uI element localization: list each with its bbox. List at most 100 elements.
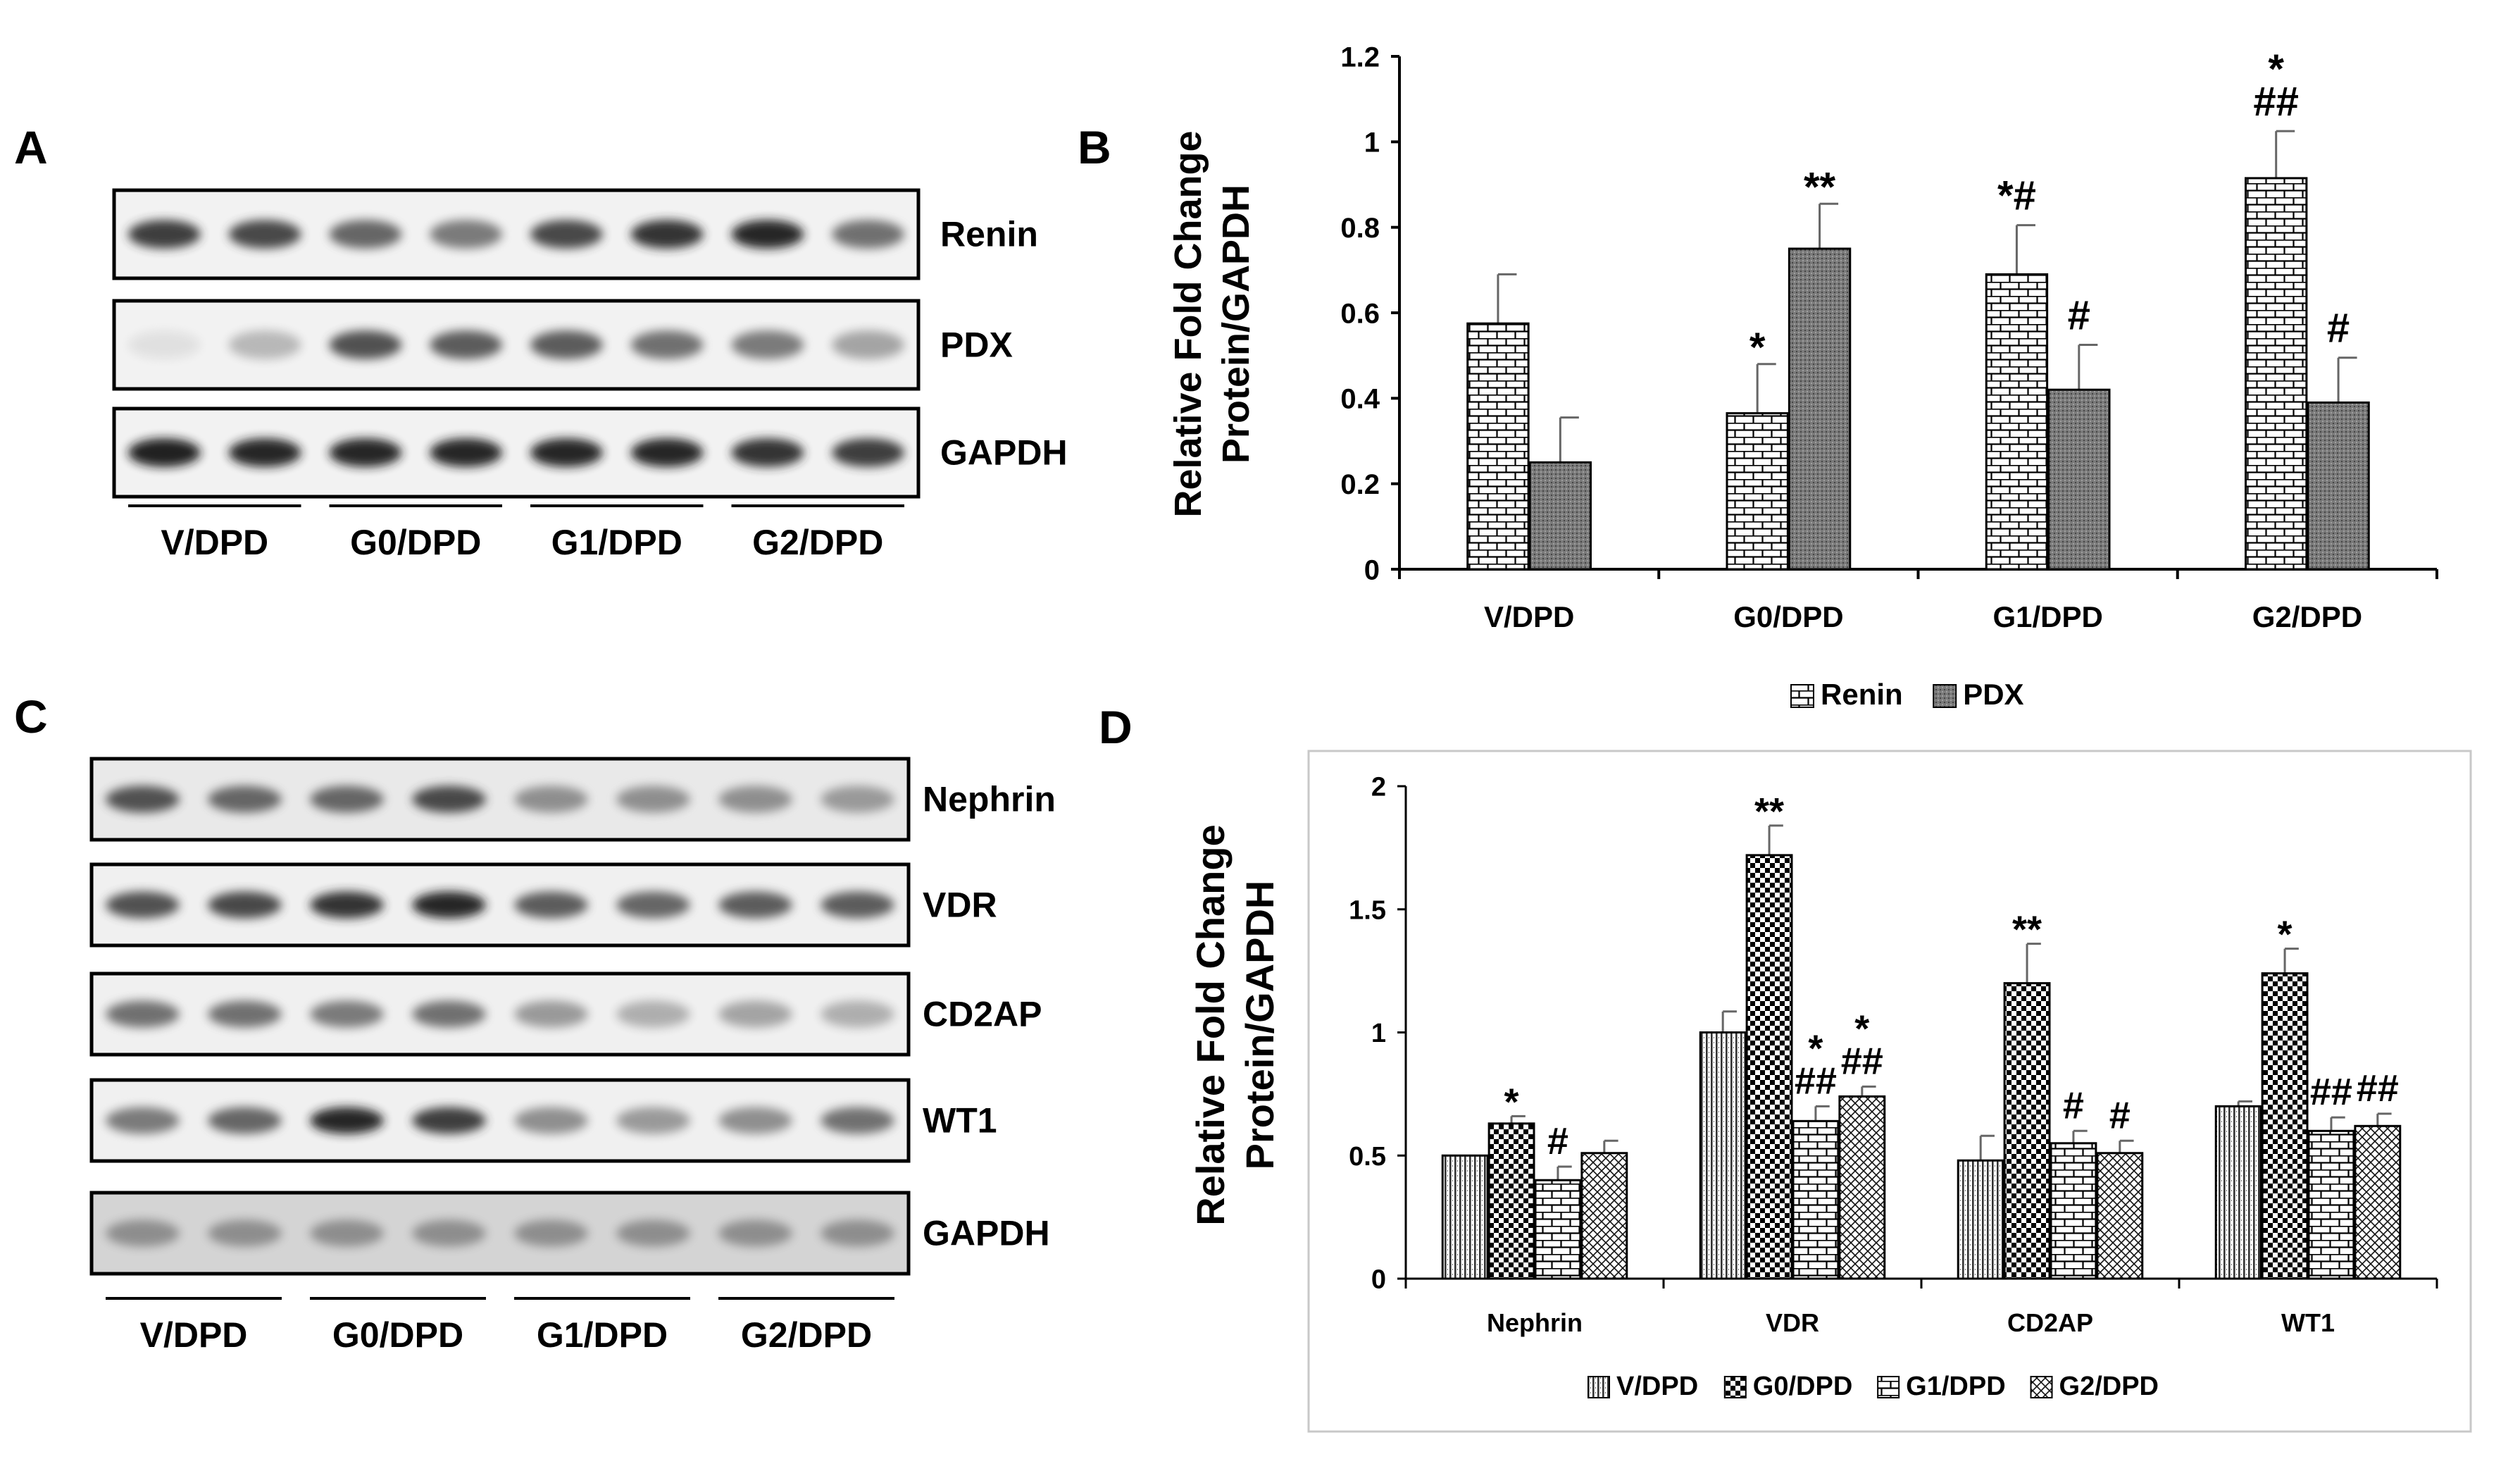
group-label: V/DPD [161,523,268,562]
blot-band [412,1107,486,1134]
bar [1528,461,1592,571]
blot-strip-wt1 [89,1078,911,1163]
blot-band [208,1000,282,1028]
blot-band [208,1107,282,1134]
blot-label-nephrin: Nephrin [923,780,1056,819]
blot-band [718,786,792,813]
blot-band [821,786,894,813]
x-tick-label: G1/DPD [1992,600,2102,633]
significance-mark: * [1808,1027,1823,1069]
group-label: G1/DPD [537,1315,668,1355]
significance-mark: # [2068,293,2090,339]
x-tick-label: WT1 [2281,1308,2335,1337]
bar [1580,1152,1628,1280]
blot-band [208,891,282,919]
blot-band [412,786,486,813]
blot-band [310,1000,384,1028]
panel-label-d: D [1099,701,1133,753]
bar [1441,1154,1489,1280]
significance-mark: # [1547,1120,1568,1162]
legend-label: G0/DPD [1753,1372,1852,1401]
blot-band [832,220,905,249]
blot-band [329,330,402,359]
bar [1838,1095,1886,1280]
significance-mark: ## [1795,1060,1837,1102]
bar [1792,1119,1840,1280]
blot-band [430,220,503,249]
blot-band [127,330,201,359]
blot-band [310,891,384,919]
group-label: G1/DPD [551,523,682,562]
legend-label: V/DPD [1616,1372,1698,1401]
blot-band [228,220,301,249]
blot-band [208,786,282,813]
blot-band [329,220,402,249]
blot-band [731,330,804,359]
group-label: G0/DPD [350,523,481,562]
significance-mark: ** [1804,164,1836,210]
y-axis-title-line-1: Relative Fold Change [1167,130,1209,517]
significance-mark: ## [2253,79,2299,125]
blot-band [616,786,690,813]
blot-band [718,891,792,919]
legend-item: V/DPD [1588,1372,1698,1401]
bar [2003,982,2051,1280]
blot-band [208,1219,282,1247]
blot-band [731,220,804,249]
y-tick-label: 0 [1371,1265,1386,1295]
bar [2244,177,2308,571]
blot-band [718,1219,792,1247]
blot-strip-pdx [112,299,921,391]
blot-strip-cd2ap [89,971,911,1057]
blot-band [106,786,180,813]
significance-mark: *# [1997,173,2036,219]
legend-label: PDX [1963,678,2023,711]
x-tick-label: CD2AP [2007,1308,2093,1337]
x-tick-label: G0/DPD [1733,600,1843,633]
legend-swatch [1588,1376,1610,1398]
legend: V/DPD G0/DPD G1/DPD G2/DPD [1588,1372,2159,1401]
y-tick-label: 0.5 [1349,1142,1386,1172]
bar [2307,401,2370,571]
bar [1466,322,1530,571]
bar [1487,1122,1535,1280]
significance-mark: * [1854,1007,1869,1050]
blot-band [630,220,704,249]
chart-d: Relative Fold Change Protein/GAPDH 0 0.5 1… [1188,750,2472,1433]
blot-band [329,438,402,467]
x-tick-label: G2/DPD [2252,600,2362,633]
blot-label-gapdh: GAPDH [940,433,1068,473]
blot-band [106,891,180,919]
blot-band [821,1000,894,1028]
blot-band [514,1107,588,1134]
group-label: G2/DPD [752,523,883,562]
blot-band [616,1000,690,1028]
legend: Renin PDX [1790,678,2024,711]
blot-panel-c: Nephrin VDR CD2AP WT1 GAPDH V/DPD G0/DPD G1/DP… [89,757,1056,1355]
bar [1745,854,1793,1280]
significance-mark: ## [2310,1071,2352,1113]
blot-band [616,1219,690,1247]
blot-band [821,1107,894,1134]
blot-band [514,786,588,813]
blot-band [530,220,603,249]
x-tick-label: V/DPD [1484,600,1574,633]
legend-label: G1/DPD [1906,1372,2005,1401]
blot-label-cd2ap: CD2AP [923,995,1042,1034]
blot-band [832,330,905,359]
legend-label: G2/DPD [2059,1372,2159,1401]
significance-mark: * [2268,46,2284,92]
blot-band [310,786,384,813]
bar [2354,1124,2402,1280]
bar [1957,1159,2004,1280]
y-axis-title-line-1: Relative Fold Change [1188,824,1233,1225]
legend-swatch [1723,1376,1747,1398]
group-label: V/DPD [140,1315,248,1355]
panel-label-c: C [14,690,48,743]
blot-strip-nephrin [89,757,911,842]
legend-item: G2/DPD [2030,1372,2159,1401]
blot-band [430,438,503,467]
blot-band [731,438,804,467]
bar [1788,247,1852,571]
y-tick-label: 1.2 [1340,42,1380,73]
